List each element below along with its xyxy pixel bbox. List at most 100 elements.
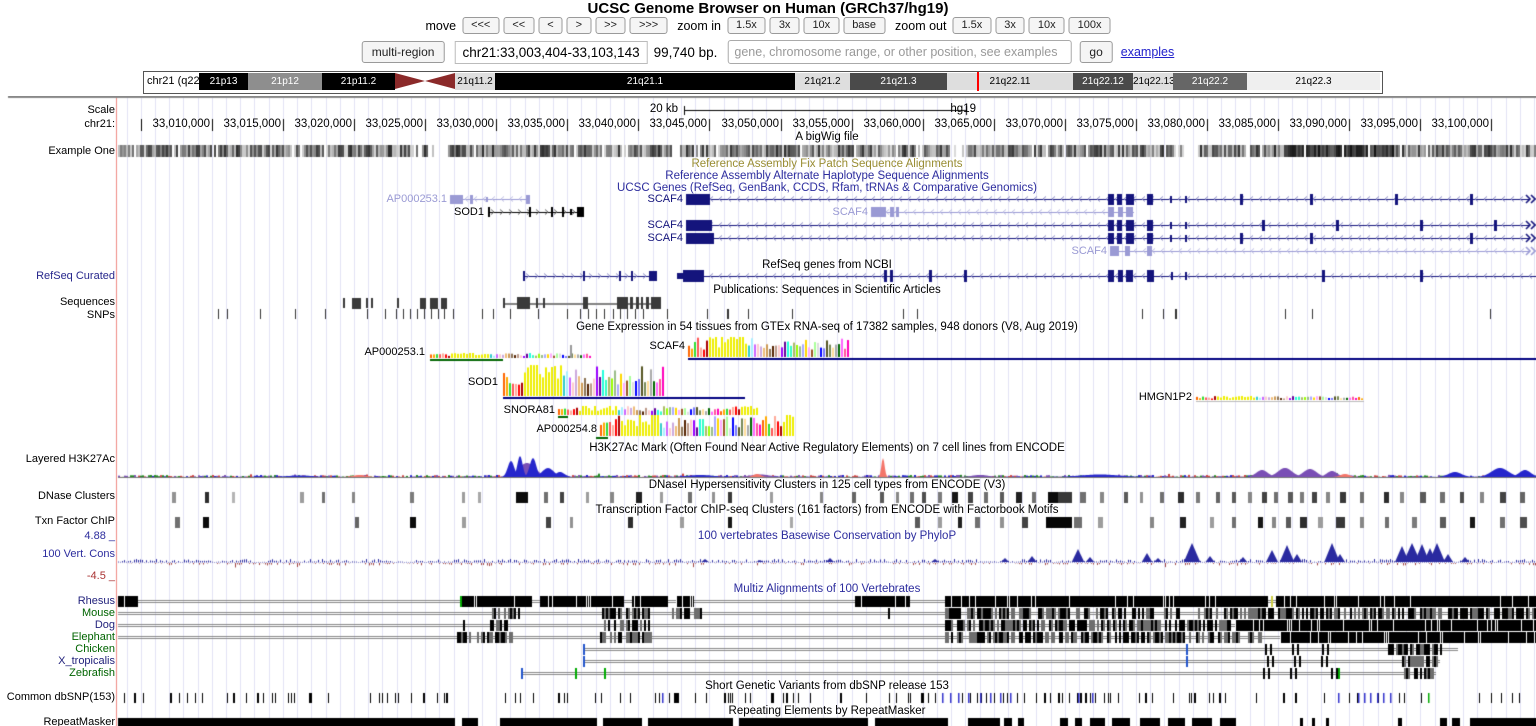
ruler-label: 33,055,000	[792, 118, 850, 130]
track-label-dog[interactable]: Dog	[94, 619, 115, 631]
track-label-x-tropicalis[interactable]: X_tropicalis	[58, 655, 115, 667]
cytoband-21q21.3[interactable]: 21q21.3	[850, 73, 947, 90]
track-ucsc-genes[interactable]	[118, 182, 1536, 258]
zoom-in-3x-button[interactable]: 3x	[769, 17, 800, 34]
gene-label-ap000253.1[interactable]: AP000253.1	[386, 193, 447, 205]
track-label-chrom[interactable]: chr21:	[84, 118, 115, 130]
cytoband-21p13[interactable]: 21p13	[199, 73, 248, 90]
position-marker	[977, 72, 979, 91]
gene-label-scaf4[interactable]: SCAF4	[647, 193, 683, 205]
zoom-out-10x-button[interactable]: 10x	[1028, 17, 1065, 34]
gtex-label-ap000253.1[interactable]: AP000253.1	[364, 346, 425, 358]
zoom-in-10x-button[interactable]: 10x	[803, 17, 840, 34]
gene-label-sod1[interactable]: SOD1	[454, 206, 484, 218]
track-multiz[interactable]	[118, 582, 1536, 680]
zoom-out-15x-button[interactable]: 1.5x	[952, 17, 992, 34]
track-label-elephant[interactable]: Elephant	[71, 631, 115, 643]
move-right-small-button[interactable]: >	[566, 17, 592, 34]
cytoband-21q22.11[interactable]: 21q22.11	[947, 73, 1073, 90]
track-label-zebrafish[interactable]: Zebrafish	[69, 667, 115, 679]
gene-label-scaf4[interactable]: SCAF4	[1071, 245, 1107, 257]
gtex-label-scaf4[interactable]: SCAF4	[649, 340, 685, 352]
track-label-example-one[interactable]: Example One	[48, 145, 115, 157]
examples-link[interactable]: examples	[1120, 45, 1175, 59]
cytoband-21q21.2[interactable]: 21q21.2	[795, 73, 850, 90]
track-alt-haplotype[interactable]	[118, 170, 1536, 182]
ruler-label: 33,075,000	[1076, 118, 1134, 130]
track-label-cons-min[interactable]: -4.5 _	[86, 570, 115, 582]
track-label-scale[interactable]: Scale	[87, 104, 115, 116]
track-conservation[interactable]	[118, 528, 1536, 582]
move-left-button[interactable]: <<	[503, 17, 535, 34]
track-refseq[interactable]	[118, 258, 1536, 283]
track-label-mouse[interactable]: Mouse	[81, 607, 115, 619]
track-label-cons-max[interactable]: 4.88 _	[84, 530, 115, 542]
track-label-repeatmasker[interactable]: RepeatMasker	[43, 716, 115, 726]
track-label-sequences[interactable]: Sequences	[59, 296, 115, 308]
ruler-label: 33,025,000	[365, 118, 423, 130]
cytoband-21p12[interactable]: 21p12	[248, 73, 322, 90]
cytoband-21q22.2[interactable]: 21q22.2	[1173, 73, 1247, 90]
track-label-dnase-clusters[interactable]: DNase Clusters	[37, 490, 115, 502]
track-label-snps[interactable]: SNPs	[86, 309, 115, 321]
track-label-txn-factor-chip[interactable]: Txn Factor ChIP	[34, 515, 115, 527]
track-title: Short Genetic Variants from dbSNP releas…	[705, 680, 949, 692]
track-example-one[interactable]	[118, 141, 1536, 158]
ruler-label: 33,035,000	[507, 118, 565, 130]
cytoband-21q22.12[interactable]: 21q22.12	[1073, 73, 1133, 90]
ruler-label: 33,095,000	[1360, 118, 1418, 130]
gtex-label-sod1[interactable]: SOD1	[468, 376, 498, 388]
track-txn-factor[interactable]	[118, 503, 1536, 528]
track-title: Publications: Sequences in Scientific Ar…	[713, 284, 941, 296]
gene-label-scaf4[interactable]: SCAF4	[832, 206, 868, 218]
zoom-in-15x-button[interactable]: 1.5x	[727, 17, 766, 34]
track-publications[interactable]	[118, 283, 1536, 296]
move-far-left-button[interactable]: <<<	[462, 17, 500, 34]
track-label-vert-cons[interactable]: 100 Vert. Cons	[42, 548, 115, 560]
zoom-out-100x-button[interactable]: 100x	[1068, 17, 1111, 34]
track-snps[interactable]	[118, 308, 1536, 320]
cytoband-21q21.1[interactable]: 21q21.1	[495, 73, 795, 90]
track-label-layered-h3k27ac[interactable]: Layered H3K27Ac	[25, 453, 115, 465]
cytoband-21q11.2[interactable]: 21q11.2	[455, 73, 495, 90]
gene-label-scaf4[interactable]: SCAF4	[647, 219, 683, 231]
gene-label-scaf4[interactable]: SCAF4	[647, 232, 683, 244]
cytoband-21p11.2[interactable]: 21p11.2	[322, 73, 395, 90]
zoom-out-3x-button[interactable]: 3x	[995, 17, 1025, 34]
ruler-label: 33,010,000	[152, 118, 210, 130]
centromere-q-icon	[425, 73, 455, 89]
move-left-small-button[interactable]: <	[538, 17, 563, 34]
track-gtex[interactable]	[118, 320, 1536, 441]
chromosome-ideogram[interactable]: chr21 (q22.11) 21p13 21p12 21p11.2 21q11.2 21…	[143, 71, 1383, 94]
track-label-common-dbsnp[interactable]: Common dbSNP(153)	[6, 691, 115, 703]
track-dnase[interactable]	[118, 478, 1536, 503]
track-title: RefSeq genes from NCBI	[762, 259, 892, 271]
gtex-label-ap000254.8[interactable]: AP000254.8	[536, 423, 597, 435]
gtex-label-snora81[interactable]: SNORA81	[503, 404, 555, 416]
go-button[interactable]: go	[1079, 41, 1113, 63]
tracks-canvas	[0, 96, 1536, 726]
track-image: Scale chr21: Example One RefSeq Curated Sequ…	[0, 96, 1536, 726]
track-label-chicken[interactable]: Chicken	[75, 643, 115, 655]
ruler-label: 33,090,000	[1289, 118, 1347, 130]
move-far-right-button[interactable]: >>>	[629, 17, 668, 34]
track-fix-patch[interactable]	[118, 158, 1536, 170]
track-label-rhesus[interactable]: Rhesus	[77, 595, 115, 607]
cytoband-21q22.3[interactable]: 21q22.3	[1247, 73, 1380, 90]
multi-region-button[interactable]: multi-region	[361, 41, 445, 63]
move-right-button[interactable]: >>	[595, 17, 626, 34]
cytoband-21q22.13[interactable]: 21q22.13	[1133, 73, 1173, 90]
track-repeatmasker[interactable]	[118, 705, 1536, 726]
track-label-refseq-curated[interactable]: RefSeq Curated	[36, 270, 115, 282]
position-bar: multi-region chr21:33,003,404-33,103,143…	[361, 40, 1175, 64]
position-display[interactable]: chr21:33,003,404-33,103,143	[454, 40, 648, 64]
search-input[interactable]	[727, 40, 1072, 64]
gtex-label-hmgn1p2[interactable]: HMGN1P2	[1138, 391, 1192, 403]
track-title: UCSC Genes (RefSeq, GenBank, CCDS, Rfam,…	[617, 182, 1037, 194]
track-sequences[interactable]	[118, 296, 1536, 308]
zoom-in-base-button[interactable]: base	[843, 17, 886, 34]
centromere-p-icon	[395, 73, 425, 89]
track-dbsnp[interactable]	[118, 680, 1536, 705]
track-h3k27ac[interactable]	[118, 441, 1536, 478]
track-title: Reference Assembly Alternate Haplotype S…	[665, 170, 989, 182]
